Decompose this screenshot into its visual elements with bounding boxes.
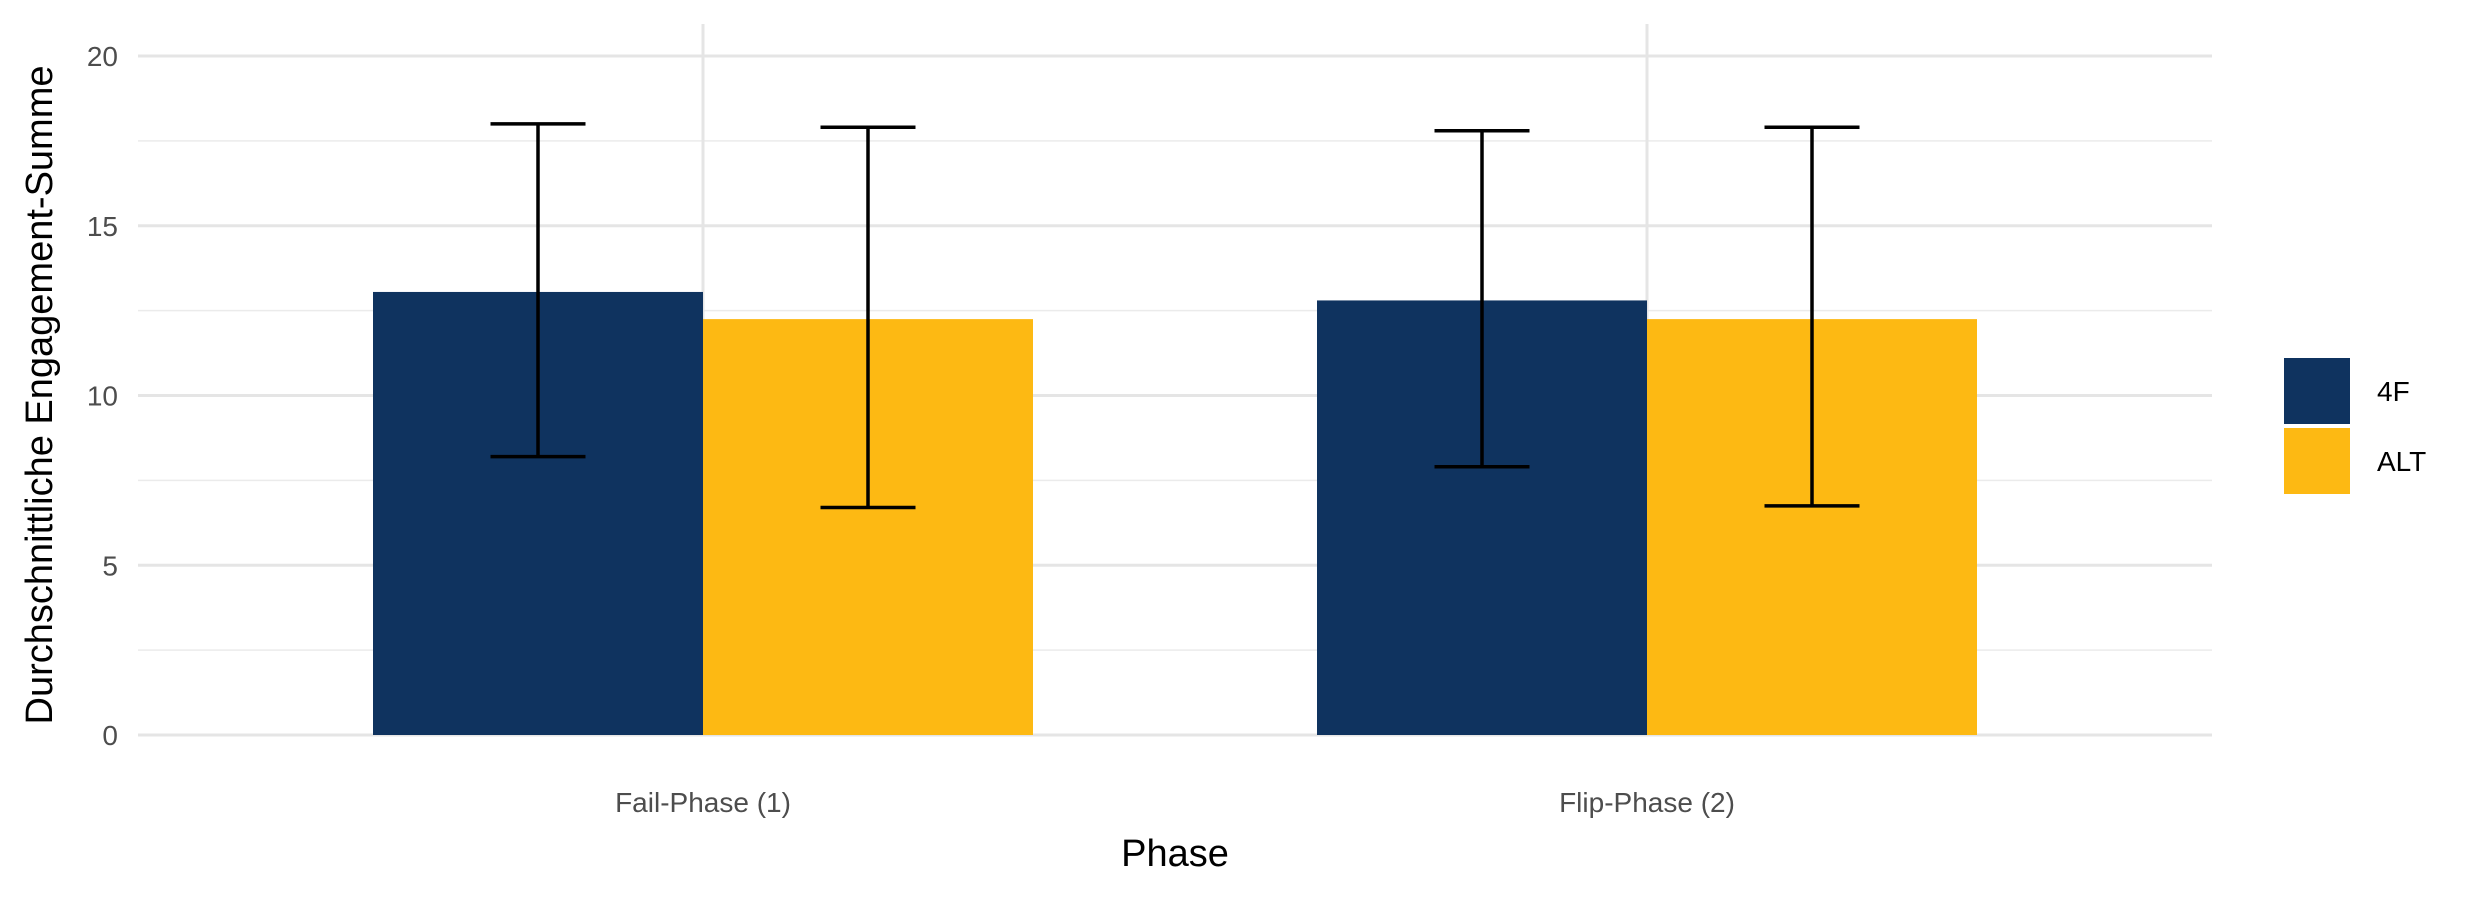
x-axis-title: Phase — [1121, 833, 1229, 875]
y-tick-label: 15 — [87, 211, 118, 242]
y-axis-title: Durchschnittliche Engagement-Summe — [19, 66, 61, 725]
legend-label: ALT — [2377, 446, 2426, 477]
y-tick-label: 20 — [87, 41, 118, 72]
y-tick-label: 0 — [102, 720, 118, 751]
y-tick-label: 10 — [87, 381, 118, 412]
legend-label: 4F — [2377, 376, 2410, 407]
y-tick-labels: 0 5 10 15 20 — [87, 41, 118, 751]
legend-key-alt — [2284, 428, 2350, 494]
y-tick-label: 5 — [102, 550, 118, 581]
error-bars — [490, 122, 1860, 510]
legend-key-4f — [2284, 358, 2350, 424]
legend: 4F ALT — [2284, 358, 2426, 494]
x-tick-label: Fail-Phase (1) — [615, 787, 791, 818]
x-tick-labels: Fail-Phase (1) Flip-Phase (2) — [615, 787, 1735, 818]
bars — [373, 291, 1977, 735]
x-tick-label: Flip-Phase (2) — [1559, 787, 1735, 818]
